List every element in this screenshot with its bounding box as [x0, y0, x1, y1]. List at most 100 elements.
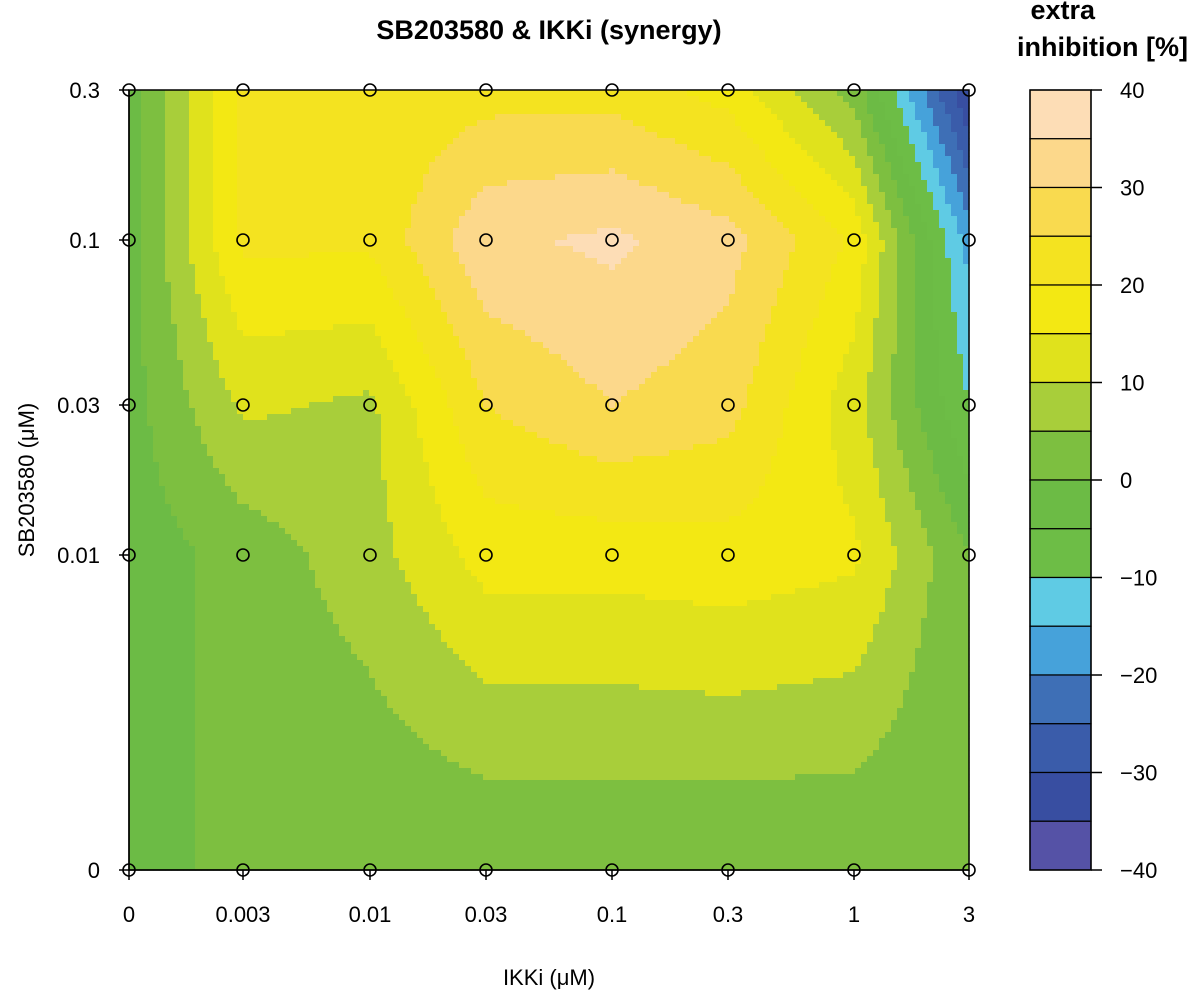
- contour-cell: [273, 168, 280, 175]
- contour-cell: [231, 120, 238, 127]
- contour-cell: [957, 126, 964, 133]
- contour-cell: [279, 156, 286, 163]
- contour-cell: [939, 276, 946, 283]
- contour-cell: [399, 264, 406, 271]
- contour-cell: [663, 180, 670, 187]
- contour-cell: [399, 288, 406, 295]
- contour-cell: [267, 258, 274, 265]
- contour-cell: [723, 222, 730, 229]
- contour-cell: [675, 192, 682, 199]
- contour-cell: [495, 222, 502, 229]
- contour-cell: [585, 120, 592, 127]
- contour-cell: [273, 186, 280, 193]
- contour-cell: [459, 294, 466, 301]
- contour-cell: [267, 294, 274, 301]
- contour-cell: [411, 222, 418, 229]
- contour-cell: [519, 138, 526, 145]
- contour-cell: [867, 258, 874, 265]
- contour-cell: [393, 114, 400, 121]
- contour-cell: [735, 180, 742, 187]
- contour-cell: [921, 150, 928, 157]
- contour-cell: [531, 180, 538, 187]
- contour-cell: [303, 234, 310, 241]
- contour-cell: [129, 198, 136, 205]
- contour-cell: [351, 204, 358, 211]
- contour-cell: [657, 276, 664, 283]
- contour-cell: [783, 270, 790, 277]
- contour-cell: [951, 210, 958, 217]
- contour-cell: [933, 216, 940, 223]
- contour-cell: [501, 144, 508, 151]
- contour-cell: [435, 258, 442, 265]
- contour-cell: [213, 174, 220, 181]
- contour-cell: [825, 264, 832, 271]
- contour-cell: [801, 114, 808, 121]
- contour-cell: [735, 282, 742, 289]
- contour-cell: [159, 180, 166, 187]
- contour-cell: [903, 96, 910, 103]
- contour-cell: [417, 210, 424, 217]
- contour-cell: [681, 120, 688, 127]
- contour-cell: [393, 192, 400, 199]
- contour-cell: [777, 114, 784, 121]
- contour-cell: [429, 240, 436, 247]
- contour-cell: [441, 282, 448, 289]
- contour-cell: [153, 276, 160, 283]
- contour-cell: [165, 180, 172, 187]
- contour-cell: [945, 270, 952, 277]
- contour-cell: [825, 276, 832, 283]
- contour-cell: [831, 192, 838, 199]
- contour-cell: [945, 180, 952, 187]
- contour-cell: [741, 258, 748, 265]
- contour-cell: [801, 234, 808, 241]
- contour-cell: [411, 234, 418, 241]
- contour-cell: [879, 222, 886, 229]
- contour-cell: [549, 108, 556, 115]
- contour-cell: [933, 294, 940, 301]
- contour-cell: [621, 294, 628, 301]
- contour-cell: [633, 186, 640, 193]
- contour-cell: [453, 162, 460, 169]
- contour-cell: [957, 114, 964, 121]
- contour-cell: [495, 162, 502, 169]
- contour-cell: [375, 246, 382, 253]
- contour-cell: [627, 240, 634, 247]
- contour-cell: [297, 192, 304, 199]
- contour-cell: [597, 138, 604, 145]
- contour-cell: [711, 270, 718, 277]
- contour-cell: [327, 90, 334, 97]
- contour-cell: [759, 90, 766, 97]
- contour-cell: [345, 264, 352, 271]
- contour-cell: [891, 156, 898, 163]
- contour-cell: [537, 108, 544, 115]
- contour-cell: [825, 228, 832, 235]
- contour-cell: [675, 162, 682, 169]
- contour-cell: [441, 114, 448, 121]
- contour-cell: [321, 270, 328, 277]
- contour-cell: [699, 96, 706, 103]
- contour-cell: [603, 264, 610, 271]
- contour-cell: [183, 246, 190, 253]
- contour-cell: [909, 108, 916, 115]
- contour-cell: [501, 234, 508, 241]
- contour-cell: [339, 294, 346, 301]
- contour-cell: [687, 102, 694, 109]
- contour-cell: [219, 168, 226, 175]
- contour-cell: [279, 174, 286, 181]
- contour-cell: [639, 90, 646, 97]
- contour-cell: [789, 186, 796, 193]
- contour-cell: [897, 144, 904, 151]
- contour-cell: [447, 108, 454, 115]
- contour-cell: [159, 288, 166, 295]
- contour-cell: [483, 102, 490, 109]
- contour-cell: [771, 210, 778, 217]
- contour-cell: [633, 150, 640, 157]
- contour-cell: [885, 294, 892, 301]
- contour-cell: [555, 198, 562, 205]
- contour-cell: [387, 102, 394, 109]
- contour-cell: [183, 288, 190, 295]
- contour-cell: [921, 162, 928, 169]
- contour-cell: [177, 162, 184, 169]
- contour-cell: [189, 174, 196, 181]
- contour-cell: [801, 132, 808, 139]
